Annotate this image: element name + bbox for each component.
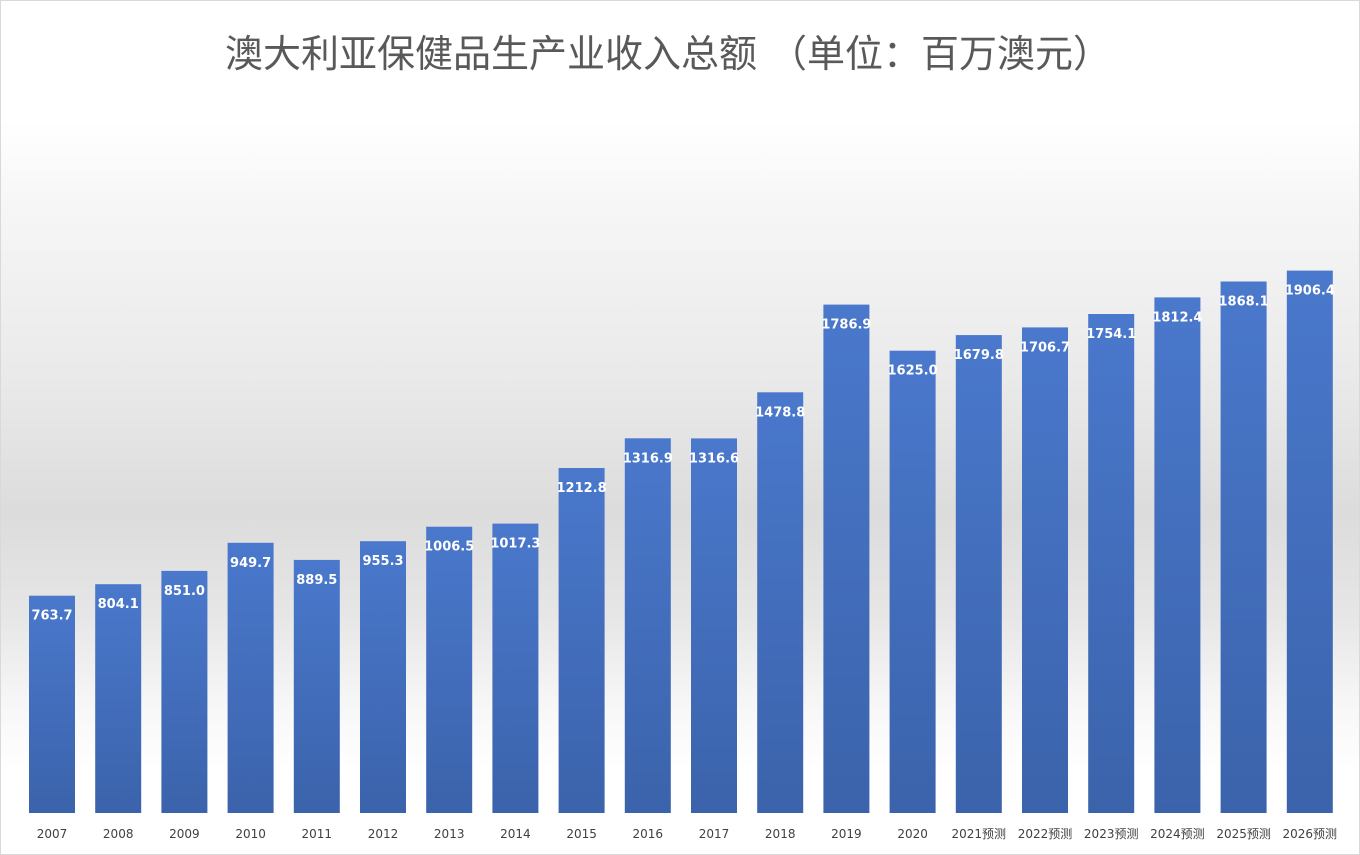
bar-2009 bbox=[161, 570, 208, 813]
bar-value-label: 949.7 bbox=[230, 556, 271, 571]
bar-2014 bbox=[492, 523, 539, 813]
x-tick-label: 2016 bbox=[633, 827, 664, 841]
x-tick-label: 2015 bbox=[566, 827, 597, 841]
bar-value-label: 1212.8 bbox=[557, 481, 607, 496]
bar-group bbox=[29, 270, 1333, 814]
bar-2021预测 bbox=[955, 335, 1002, 813]
bar-value-label: 1679.8 bbox=[954, 348, 1004, 363]
bar-value-label: 1812.4 bbox=[1152, 310, 1202, 325]
x-tick-label: 2023预测 bbox=[1084, 827, 1139, 841]
bar-value-label: 1006.5 bbox=[424, 540, 474, 555]
x-tick-label: 2018 bbox=[765, 827, 796, 841]
x-tick-label: 2008 bbox=[103, 827, 134, 841]
x-tick-label: 2021预测 bbox=[952, 827, 1007, 841]
bar-label-group: 763.7 804.1 851.0 949.7 889.5 955.3 1006.5 1017… bbox=[31, 284, 1334, 624]
x-tick-label: 2024预测 bbox=[1150, 827, 1205, 841]
x-tick-label: 2009 bbox=[169, 827, 200, 841]
bar-2023预测 bbox=[1088, 314, 1135, 813]
bar-2017 bbox=[691, 438, 737, 813]
bar-value-label: 763.7 bbox=[31, 609, 72, 624]
bar-value-label: 955.3 bbox=[362, 554, 403, 569]
x-tick-label: 2025预测 bbox=[1216, 827, 1271, 841]
bar-2007 bbox=[29, 595, 75, 813]
x-tick-label: 2026预测 bbox=[1283, 827, 1338, 841]
x-tick-label: 2013 bbox=[434, 827, 465, 841]
bar-2011 bbox=[293, 559, 340, 813]
bar-value-label: 1786.9 bbox=[821, 318, 871, 333]
x-tick-label: 2010 bbox=[235, 827, 266, 841]
x-tick-label: 2011 bbox=[302, 827, 333, 841]
bar-2020 bbox=[889, 350, 936, 813]
bar-value-label: 851.0 bbox=[164, 584, 205, 599]
bar-2015 bbox=[558, 468, 605, 813]
bar-2010 bbox=[227, 542, 274, 813]
x-tick-label: 2007 bbox=[37, 827, 68, 841]
bar-2025预测 bbox=[1220, 281, 1267, 813]
bar-value-label: 804.1 bbox=[98, 597, 139, 612]
bar-2019 bbox=[823, 304, 870, 813]
bar-2013 bbox=[426, 526, 473, 813]
bar-value-label: 1316.9 bbox=[623, 451, 673, 466]
x-axis-tick-labels: 2007 2008 2009 2010 2011 2012 2013 2014 2015 2016… bbox=[37, 827, 1337, 841]
bar-value-label: 1316.6 bbox=[689, 451, 739, 466]
bar-2026预测 bbox=[1286, 270, 1333, 814]
bar-value-label: 1478.8 bbox=[755, 405, 805, 420]
bar-2008 bbox=[95, 584, 142, 813]
bar-2018 bbox=[757, 392, 804, 813]
bar-value-label: 889.5 bbox=[296, 573, 337, 588]
x-tick-label: 2020 bbox=[897, 827, 928, 841]
bar-value-label: 1754.1 bbox=[1086, 327, 1136, 342]
bar-value-label: 1017.3 bbox=[490, 537, 540, 552]
x-tick-label: 2022预测 bbox=[1018, 827, 1073, 841]
x-tick-label: 2012 bbox=[368, 827, 399, 841]
bar-2016 bbox=[624, 438, 671, 813]
bar-value-label: 1706.7 bbox=[1020, 340, 1070, 355]
bar-2012 bbox=[360, 541, 406, 813]
bar-value-label: 1868.1 bbox=[1219, 295, 1269, 310]
x-tick-label: 2017 bbox=[699, 827, 730, 841]
chart-title: 澳大利亚保健品生产业收入总额 （单位：百万澳元） bbox=[224, 32, 1112, 76]
x-tick-label: 2014 bbox=[500, 827, 531, 841]
bar-value-label: 1906.4 bbox=[1285, 284, 1335, 299]
x-tick-label: 2019 bbox=[831, 827, 862, 841]
bar-2022预测 bbox=[1022, 327, 1068, 813]
bar-value-label: 1625.0 bbox=[888, 364, 938, 379]
bar-2024预测 bbox=[1154, 297, 1201, 813]
